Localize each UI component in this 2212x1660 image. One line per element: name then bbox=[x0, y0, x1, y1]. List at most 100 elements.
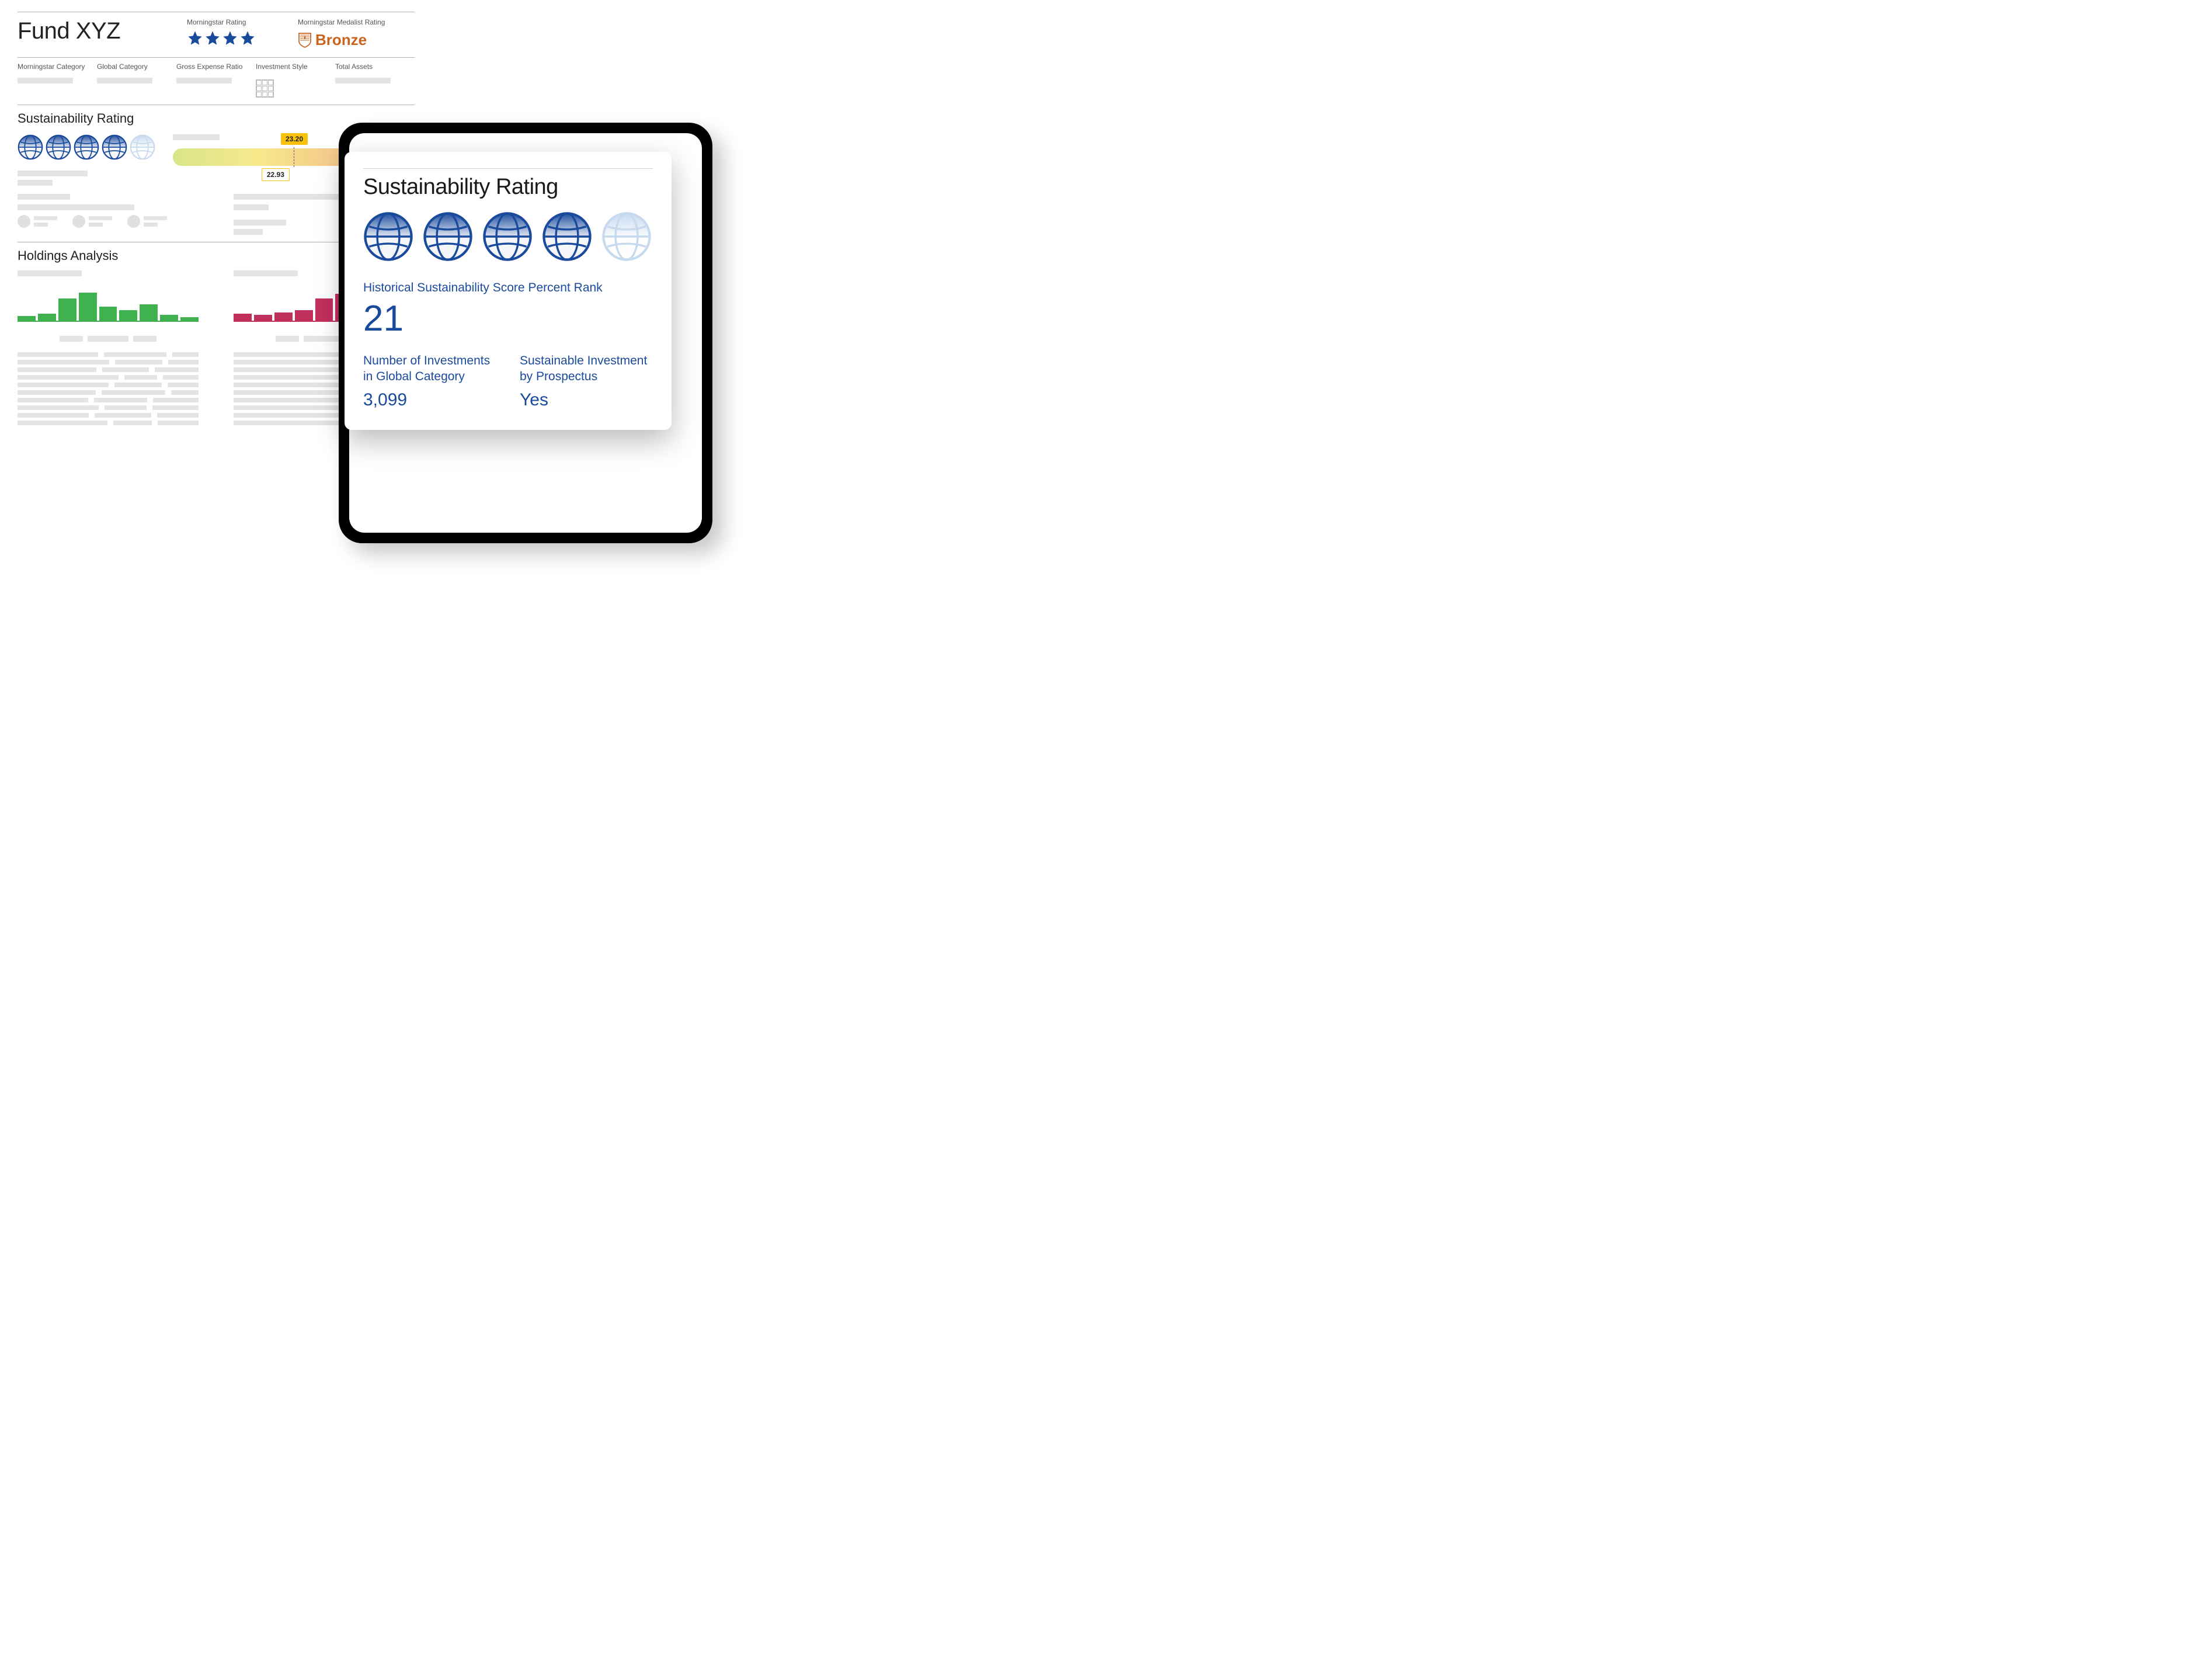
skeleton bbox=[18, 375, 119, 380]
skeleton bbox=[18, 390, 96, 395]
bar bbox=[295, 310, 313, 321]
style-box-icon bbox=[256, 79, 274, 98]
bar bbox=[18, 316, 36, 321]
skeleton bbox=[113, 421, 152, 425]
table-row bbox=[18, 383, 199, 387]
star-icon bbox=[222, 30, 238, 46]
skeleton bbox=[144, 216, 167, 220]
skeleton bbox=[234, 204, 269, 210]
shield-icon bbox=[298, 32, 312, 48]
bar bbox=[315, 298, 333, 321]
star-icon bbox=[187, 30, 203, 46]
bar bbox=[274, 312, 293, 321]
skeleton bbox=[18, 367, 96, 372]
num-investments-label-1: Number of Investments bbox=[363, 353, 496, 369]
skeleton bbox=[104, 352, 166, 357]
bar-chart bbox=[18, 287, 199, 322]
table-row bbox=[18, 405, 199, 410]
skeleton bbox=[102, 390, 165, 395]
table-row bbox=[18, 413, 199, 418]
star-rating-stars bbox=[187, 30, 298, 46]
skeleton bbox=[97, 78, 152, 84]
table-row bbox=[18, 375, 199, 380]
star-icon bbox=[204, 30, 221, 46]
meta-label: Global Category bbox=[97, 62, 176, 71]
skeleton bbox=[95, 413, 152, 418]
skeleton bbox=[18, 171, 88, 176]
sustainability-callout: Sustainability Rating Historical Sustain… bbox=[345, 152, 672, 430]
skeleton bbox=[234, 220, 286, 225]
skeleton bbox=[335, 78, 391, 84]
skeleton bbox=[18, 215, 30, 228]
skeleton bbox=[171, 390, 199, 395]
skeleton bbox=[34, 216, 57, 220]
bar bbox=[160, 315, 178, 321]
skeleton bbox=[127, 215, 140, 228]
by-prospectus-block: Sustainable Investment by Prospectus Yes bbox=[520, 353, 653, 410]
skeleton bbox=[102, 367, 149, 372]
skeleton bbox=[94, 398, 147, 402]
fund-title: Fund XYZ bbox=[18, 18, 187, 44]
bar bbox=[234, 314, 252, 321]
skeleton bbox=[18, 270, 82, 276]
table-row bbox=[18, 352, 199, 357]
globe-icon bbox=[601, 211, 652, 262]
skeleton bbox=[72, 215, 85, 228]
skeleton bbox=[18, 78, 73, 84]
num-investments-block: Number of Investments in Global Category… bbox=[363, 353, 496, 410]
bar bbox=[38, 314, 56, 321]
meta-col: Global Category bbox=[97, 62, 176, 98]
medalist-value: Bronze bbox=[315, 31, 367, 49]
table-row bbox=[18, 367, 199, 372]
bar bbox=[254, 315, 272, 321]
skeleton bbox=[18, 421, 107, 425]
globe-icon bbox=[74, 134, 99, 160]
skeleton bbox=[158, 421, 199, 425]
star-rating-label: Morningstar Rating bbox=[187, 18, 298, 26]
num-investments-value: 3,099 bbox=[363, 390, 496, 410]
table-row bbox=[18, 390, 199, 395]
skeleton bbox=[60, 336, 83, 342]
table-row bbox=[18, 398, 199, 402]
skeleton bbox=[18, 398, 88, 402]
meta-label: Investment Style bbox=[256, 62, 335, 71]
globe-icon bbox=[363, 211, 413, 262]
skeleton bbox=[173, 134, 220, 140]
skeleton bbox=[105, 405, 147, 410]
report-header: Fund XYZ Morningstar Rating Morningstar … bbox=[18, 12, 415, 57]
medalist-block: Morningstar Medalist Rating Bronze bbox=[298, 18, 385, 49]
bar bbox=[119, 310, 137, 321]
globes-large bbox=[363, 211, 653, 262]
skeleton bbox=[163, 375, 199, 380]
skeleton bbox=[168, 383, 199, 387]
globe-icon bbox=[102, 134, 127, 160]
skeleton bbox=[89, 216, 112, 220]
table-row bbox=[18, 421, 199, 425]
star-icon bbox=[239, 30, 256, 46]
skeleton bbox=[88, 336, 128, 342]
skeleton bbox=[114, 383, 162, 387]
skeleton bbox=[144, 223, 158, 227]
callout-title: Sustainability Rating bbox=[363, 169, 653, 211]
skeleton bbox=[18, 405, 99, 410]
skeleton bbox=[234, 229, 263, 235]
skeleton bbox=[18, 180, 53, 186]
skeleton bbox=[18, 383, 109, 387]
globe-icon bbox=[46, 134, 71, 160]
skeleton bbox=[124, 375, 157, 380]
globe-icon bbox=[542, 211, 592, 262]
gradient-bottom-tag: 22.93 bbox=[262, 168, 290, 181]
percent-rank-value: 21 bbox=[363, 298, 653, 339]
skeleton bbox=[18, 360, 109, 364]
skeleton bbox=[153, 398, 199, 402]
percent-rank-label: Historical Sustainability Score Percent … bbox=[363, 280, 653, 296]
num-investments-label-2: in Global Category bbox=[363, 369, 496, 384]
skeleton bbox=[152, 405, 199, 410]
skeleton bbox=[133, 336, 156, 342]
table-row bbox=[18, 360, 199, 364]
by-prospectus-label-2: by Prospectus bbox=[520, 369, 653, 384]
meta-col: Morningstar Category bbox=[18, 62, 97, 98]
globe-icon bbox=[18, 134, 43, 160]
skeleton bbox=[276, 336, 299, 342]
gradient-top-tag: 23.20 bbox=[281, 133, 308, 145]
